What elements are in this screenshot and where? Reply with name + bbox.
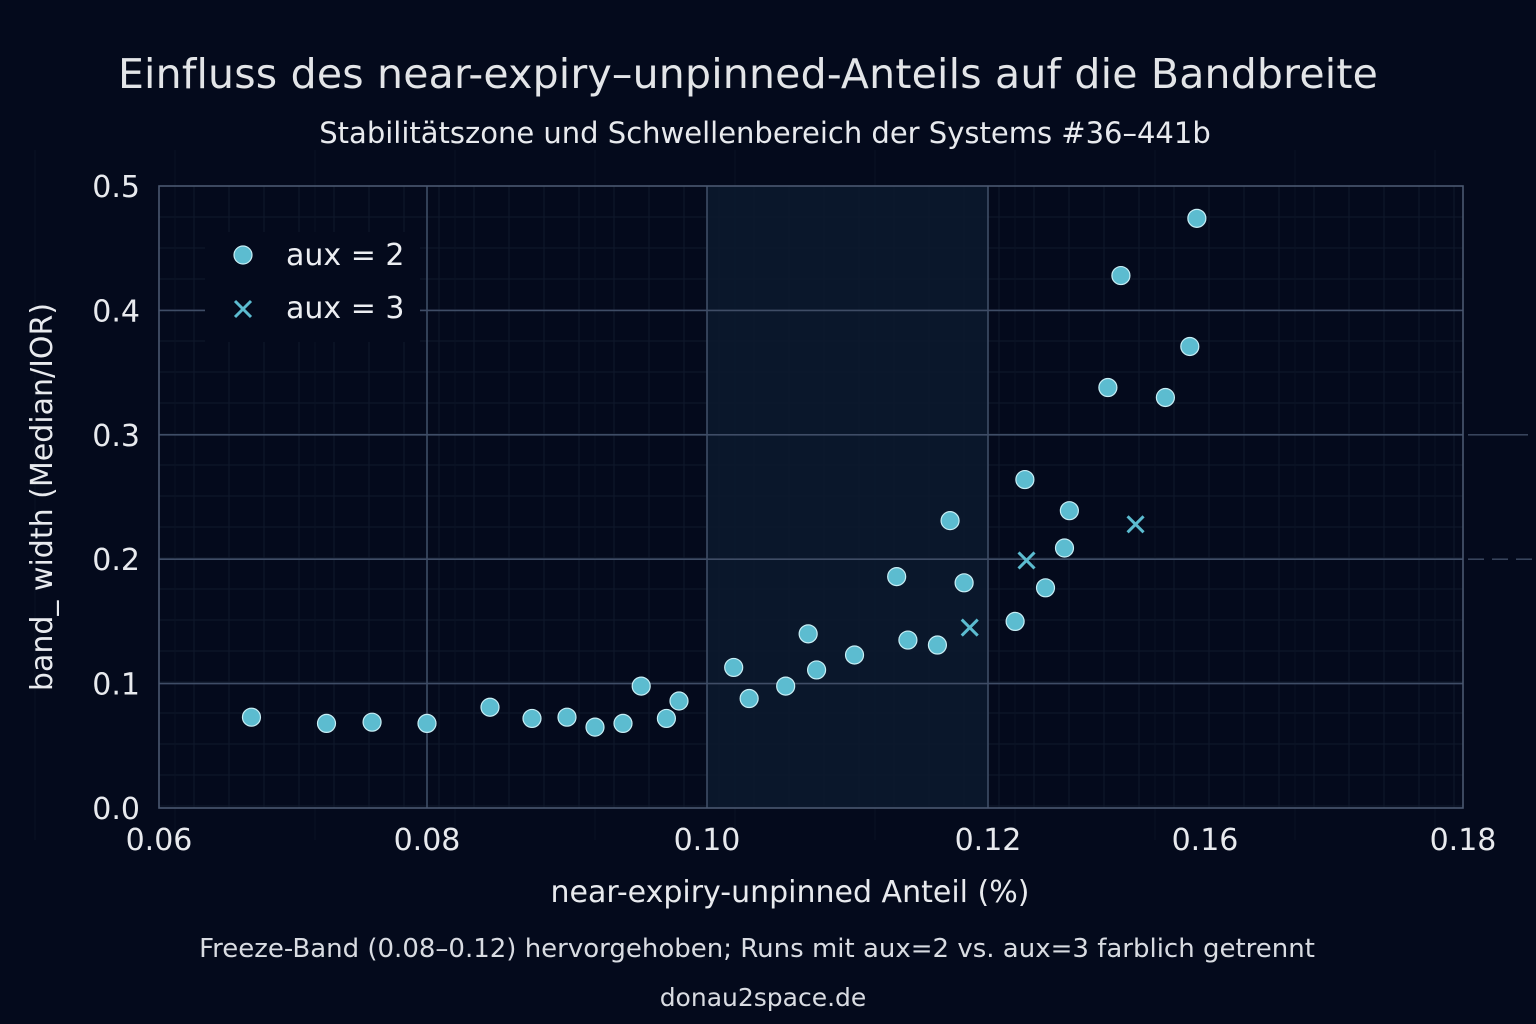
data-point-aux2: [362, 712, 382, 732]
cross-stroke: [233, 299, 253, 319]
x-tick-labels: 0.06 0.08 0.10 0.12 0.16 0.18: [126, 823, 1497, 858]
y-tick-label: 0.0: [92, 792, 140, 827]
y-tick-label: 0.1: [92, 668, 140, 703]
x-axis-title: near-expiry-unpinned Anteil (%): [551, 875, 1030, 910]
data-point-aux2: [1059, 501, 1079, 521]
y-tick-label: 0.3: [92, 419, 140, 454]
data-point-aux2: [954, 573, 974, 593]
data-point-aux2: [724, 657, 744, 678]
data-point-aux3: [1126, 515, 1145, 534]
data-points: [241, 208, 1207, 737]
data-point-aux2: [776, 676, 796, 696]
data-point-aux2: [739, 688, 759, 709]
data-point-aux2: [806, 660, 827, 680]
source-credit: donau2space.de: [659, 983, 867, 1012]
data-point-aux2: [480, 697, 500, 717]
data-point-aux2: [927, 635, 948, 655]
cross-stroke: [1126, 515, 1145, 534]
chart-subtitle: Stabilitätszone und Schwellenbereich der…: [319, 116, 1211, 150]
data-point-aux2: [316, 713, 337, 734]
cross-stroke: [1017, 551, 1036, 570]
data-point-aux2: [241, 707, 262, 727]
data-point-aux2: [1035, 578, 1056, 598]
data-point-aux3: [1017, 551, 1036, 570]
data-point-aux2: [1098, 377, 1118, 398]
data-point-aux2: [1111, 265, 1131, 286]
data-point-aux2: [798, 624, 818, 644]
data-point-aux2: [898, 630, 918, 650]
data-point-aux2: [887, 567, 907, 587]
data-point-aux2: [1005, 611, 1025, 632]
legend-label-aux3: aux = 3: [286, 291, 404, 326]
data-point-aux2: [417, 713, 437, 734]
legend: aux = 2 aux = 3: [205, 232, 420, 342]
x-tick-label: 0.08: [394, 823, 461, 858]
data-point-aux2: [585, 717, 605, 737]
x-tick-label: 0.16: [1172, 823, 1239, 858]
chart-title: Einfluss des near-expiry–unpinned-Anteil…: [117, 50, 1379, 98]
y-tick-label: 0.5: [92, 170, 140, 205]
data-point-aux2: [613, 713, 633, 734]
legend-x-icon: [233, 299, 253, 319]
data-point-aux2: [656, 708, 677, 729]
x-tick-label: 0.06: [126, 823, 193, 858]
x-tick-label: 0.12: [955, 823, 1022, 858]
legend-circle-icon: [233, 245, 253, 265]
data-point-aux2: [1015, 469, 1035, 490]
data-point-aux2: [522, 708, 542, 729]
data-point-aux2: [940, 511, 960, 531]
cross-stroke: [960, 618, 979, 637]
data-point-aux2: [1180, 336, 1200, 357]
x-tick-label: 0.10: [674, 823, 741, 858]
plot-frame: [158, 185, 1464, 809]
chart-footnote: Freeze-Band (0.08–0.12) hervorgehoben; R…: [199, 934, 1315, 964]
data-point-aux2: [557, 707, 577, 727]
y-axis-title: band_ width (Median/IOR): [25, 303, 60, 691]
outside-guide-lines: [1468, 434, 1536, 560]
data-point-aux2: [1155, 387, 1175, 408]
highlight-band: [707, 186, 988, 808]
y-tick-label: 0.2: [92, 543, 140, 578]
data-point-aux2: [1054, 538, 1075, 558]
data-point-aux2: [1187, 208, 1207, 228]
x-tick-label: 0.18: [1430, 823, 1497, 858]
legend-label-aux2: aux = 2: [286, 238, 404, 273]
data-point-aux2: [669, 691, 689, 711]
data-point-aux3: [960, 618, 979, 637]
y-tick-labels: 0.0 0.1 0.2 0.3 0.4 0.5: [92, 170, 140, 827]
legend-x-mark: [233, 299, 253, 319]
data-point-aux2: [631, 676, 651, 696]
y-tick-label: 0.4: [92, 294, 140, 329]
data-point-aux2: [844, 645, 865, 665]
